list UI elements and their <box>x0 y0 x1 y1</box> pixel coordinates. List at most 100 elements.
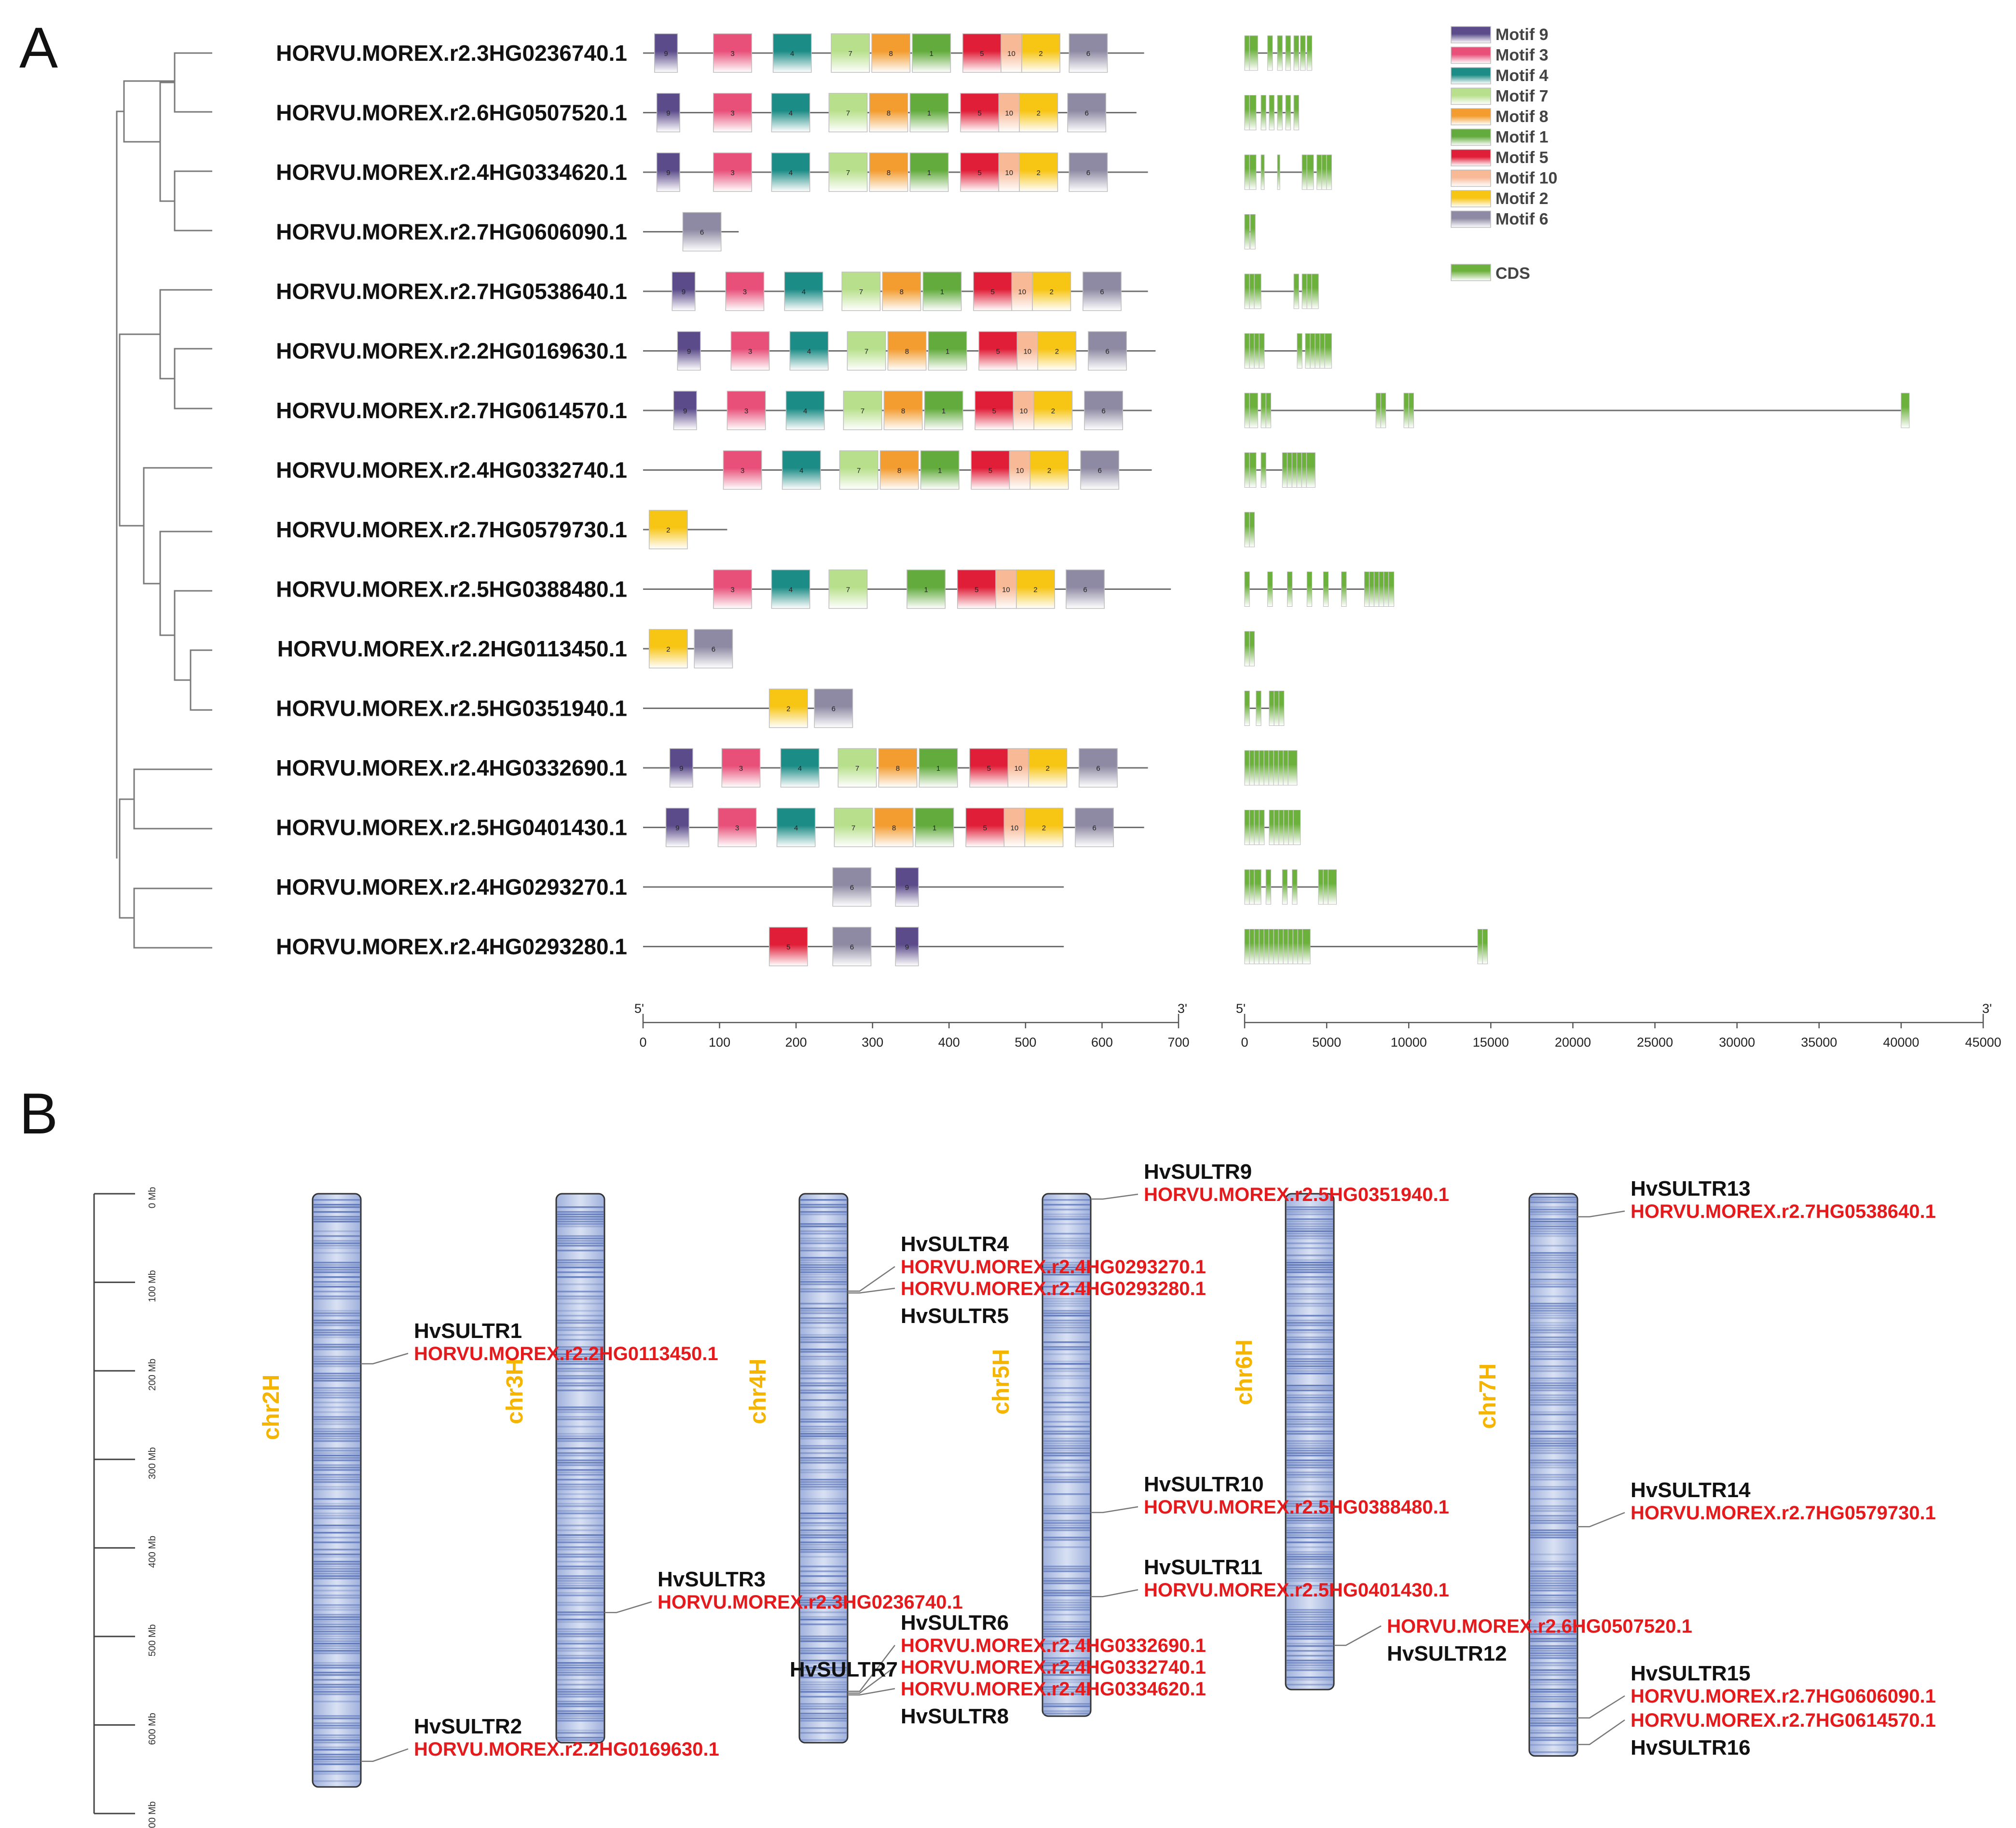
gene-density-band <box>314 1563 360 1565</box>
gene-density-band <box>1530 1346 1577 1348</box>
gene-density-band <box>557 1264 603 1266</box>
motif-number: 8 <box>892 824 896 832</box>
gene-density-band <box>1043 1582 1090 1584</box>
motif-number: 5 <box>980 50 984 58</box>
gene-density-band <box>1530 1259 1577 1261</box>
motif-2-box <box>1037 331 1077 371</box>
gene-density-band <box>800 1732 847 1734</box>
gene-density-band <box>1043 1525 1090 1527</box>
gene-density-band <box>314 1438 360 1440</box>
gene-density-band <box>557 1435 603 1437</box>
gene-density-band <box>1530 1281 1577 1283</box>
gene-density-band <box>800 1322 847 1324</box>
gene-density-band <box>314 1616 360 1618</box>
exon-row <box>1244 691 1285 726</box>
motif-6-box <box>1066 569 1105 609</box>
gene-density-band <box>314 1664 360 1666</box>
motif-6-box <box>832 867 872 907</box>
gene-density-band <box>1287 1587 1333 1589</box>
chromosome-chr7H: chr7H <box>1475 1193 1578 1757</box>
gene-density-band <box>314 1334 360 1336</box>
cds-block <box>1285 35 1291 71</box>
cds-block <box>1269 810 1301 845</box>
gene-density-band <box>800 1623 847 1625</box>
mb-tick-label: 500 Mb <box>147 1624 158 1656</box>
motif-8-box <box>882 272 921 311</box>
gene-density-band <box>1287 1619 1333 1621</box>
motif-8-box <box>878 748 918 788</box>
gene-density-band <box>800 1686 847 1688</box>
gene-density-band <box>1287 1645 1333 1647</box>
gene-density-band <box>1530 1370 1577 1372</box>
gene-id-label: HORVU.MOREX.r2.7HG0606090.1 <box>1631 1686 1936 1707</box>
gene-density-band <box>800 1291 847 1293</box>
gene-connector-line <box>361 1748 409 1762</box>
gene-density-band <box>1530 1447 1577 1449</box>
motif-number: 3 <box>744 407 748 415</box>
cds-block <box>1261 154 1265 190</box>
gene-density-band <box>800 1274 847 1276</box>
gene-density-band <box>1530 1631 1577 1633</box>
motif-5-box <box>768 927 808 967</box>
gene-density-band <box>800 1718 847 1719</box>
motif-number: 7 <box>859 288 863 296</box>
gene-density-band <box>557 1498 603 1500</box>
cds-block <box>1323 572 1329 607</box>
axis-tick-label: 30000 <box>1719 1035 1755 1050</box>
gene-density-band <box>1530 1537 1577 1539</box>
gene-density-band <box>557 1426 603 1428</box>
axis-tick-label: 25000 <box>1637 1035 1673 1050</box>
gene-density-band <box>800 1303 847 1305</box>
gene-density-band <box>1043 1657 1090 1659</box>
gene-id-label: HORVU.MOREX.r2.7HG0579730.1 <box>1631 1502 1936 1524</box>
gene-density-band <box>314 1216 360 1218</box>
gene-density-band <box>1287 1394 1333 1396</box>
gene-density-band <box>1043 1303 1090 1305</box>
gene-density-band <box>1530 1414 1577 1416</box>
gene-density-band <box>1043 1595 1090 1596</box>
gene-density-band <box>557 1484 603 1486</box>
gene-density-band <box>1530 1279 1577 1281</box>
gene-density-band <box>314 1652 360 1654</box>
gene-density-band <box>800 1288 847 1290</box>
motif-number: 10 <box>1011 824 1019 832</box>
axis-tick-label: 10000 <box>1391 1035 1427 1050</box>
gene-density-band <box>800 1365 847 1367</box>
gene-density-band <box>1287 1455 1333 1457</box>
motif-number: 7 <box>846 109 850 118</box>
gene-density-band <box>1287 1522 1333 1524</box>
gene-density-band <box>314 1727 360 1729</box>
gene-density-band <box>557 1657 603 1659</box>
gene-density-band <box>800 1674 847 1676</box>
gene-density-band <box>557 1242 603 1244</box>
gene-density-band <box>557 1298 603 1300</box>
gene-density-band <box>1287 1517 1333 1519</box>
motif-2-box <box>768 688 808 728</box>
gene-density-band <box>800 1341 847 1343</box>
gene-density-band <box>1530 1623 1577 1625</box>
motif-number: 2 <box>1055 348 1059 356</box>
motif-number: 1 <box>927 169 931 177</box>
axis-tick-label: 700 <box>1167 1035 1189 1050</box>
chromosome-chr3H: chr3H <box>502 1193 605 1744</box>
gene-density-band <box>314 1230 360 1232</box>
gene-density-band <box>557 1447 603 1449</box>
gene-density-band <box>314 1373 360 1375</box>
gene-density-band <box>1530 1310 1577 1312</box>
gene-density-band <box>1043 1252 1090 1254</box>
cds-block <box>1277 35 1283 71</box>
gene-density-band <box>1530 1223 1577 1225</box>
gene-density-band <box>1287 1503 1333 1505</box>
gene-density-band <box>1530 1510 1577 1512</box>
gene-name: HORVU.MOREX.r2.5HG0401430.1 <box>276 815 627 840</box>
gene-density-band <box>1287 1452 1333 1454</box>
gene-density-band <box>1287 1242 1333 1244</box>
gene-density-band <box>314 1204 360 1206</box>
gene-density-band <box>314 1283 360 1285</box>
gene-name: HORVU.MOREX.r2.7HG0606090.1 <box>276 219 627 245</box>
gene-density-band <box>800 1406 847 1408</box>
gene-connector-line <box>1091 1506 1138 1514</box>
motif-number: 6 <box>832 705 836 713</box>
